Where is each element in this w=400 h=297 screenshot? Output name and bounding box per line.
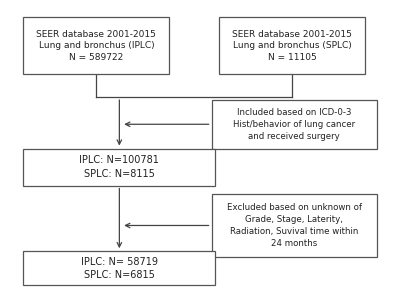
Text: IPLC: N=100781
SPLC: N=8115: IPLC: N=100781 SPLC: N=8115 <box>80 155 159 178</box>
Text: Excluded based on unknown of
Grade, Stage, Laterity,
Radiation, Suvival time wit: Excluded based on unknown of Grade, Stag… <box>226 203 362 248</box>
FancyBboxPatch shape <box>212 100 377 148</box>
Text: SEER database 2001-2015
Lung and bronchus (SPLC)
N = 11105: SEER database 2001-2015 Lung and bronchu… <box>232 30 352 62</box>
Text: Included based on ICD-0-3
Hist/behavior of lung cancer
and received surgery: Included based on ICD-0-3 Hist/behavior … <box>233 108 355 140</box>
Text: SEER database 2001-2015
Lung and bronchus (IPLC)
N = 589722: SEER database 2001-2015 Lung and bronchu… <box>36 30 156 62</box>
FancyBboxPatch shape <box>212 194 377 257</box>
FancyBboxPatch shape <box>23 251 215 285</box>
Text: IPLC: N= 58719
SPLC: N=6815: IPLC: N= 58719 SPLC: N=6815 <box>81 257 158 280</box>
FancyBboxPatch shape <box>23 17 169 74</box>
FancyBboxPatch shape <box>23 148 215 186</box>
FancyBboxPatch shape <box>219 17 365 74</box>
